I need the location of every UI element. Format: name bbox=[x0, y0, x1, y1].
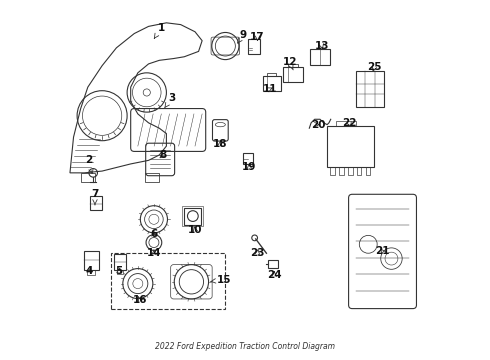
Bar bbox=[327, 126, 373, 167]
Bar bbox=[268, 260, 278, 267]
Bar bbox=[81, 173, 95, 182]
Text: 14: 14 bbox=[147, 248, 161, 258]
Text: 9: 9 bbox=[238, 30, 247, 43]
Text: 4: 4 bbox=[86, 266, 93, 276]
Text: 24: 24 bbox=[267, 270, 282, 280]
Text: 22: 22 bbox=[342, 118, 357, 128]
Text: 16: 16 bbox=[132, 295, 147, 305]
Bar bbox=[330, 167, 335, 175]
Text: 21: 21 bbox=[375, 247, 390, 256]
Text: 6: 6 bbox=[150, 229, 157, 239]
Bar bbox=[356, 71, 384, 107]
Bar bbox=[182, 206, 203, 226]
Bar bbox=[310, 49, 330, 64]
Bar bbox=[184, 207, 201, 225]
Text: 2022 Ford Expedition Traction Control Diagram: 2022 Ford Expedition Traction Control Di… bbox=[155, 342, 335, 351]
Bar bbox=[339, 167, 343, 175]
Bar bbox=[288, 64, 298, 67]
Bar bbox=[263, 76, 281, 91]
Text: 19: 19 bbox=[242, 162, 256, 172]
Text: 8: 8 bbox=[159, 150, 167, 160]
Bar bbox=[145, 173, 159, 182]
Bar bbox=[283, 67, 303, 82]
Text: 2: 2 bbox=[85, 156, 93, 174]
Text: 7: 7 bbox=[91, 189, 98, 205]
Text: 23: 23 bbox=[250, 248, 265, 258]
Text: 17: 17 bbox=[250, 32, 265, 42]
Bar bbox=[268, 73, 276, 76]
Text: 3: 3 bbox=[165, 93, 175, 108]
Text: 5: 5 bbox=[116, 266, 123, 276]
Text: 13: 13 bbox=[315, 41, 329, 51]
Bar bbox=[348, 167, 352, 175]
Text: 20: 20 bbox=[311, 120, 325, 130]
Text: 10: 10 bbox=[188, 225, 202, 235]
Bar bbox=[336, 121, 356, 126]
Text: 1: 1 bbox=[154, 23, 165, 39]
Bar bbox=[83, 251, 99, 270]
Bar bbox=[357, 167, 362, 175]
Bar bbox=[114, 254, 126, 270]
Bar bbox=[88, 270, 96, 275]
Text: 25: 25 bbox=[367, 63, 382, 72]
Bar bbox=[117, 270, 123, 274]
Bar bbox=[111, 253, 225, 309]
Text: 15: 15 bbox=[211, 275, 231, 285]
Bar bbox=[366, 167, 370, 175]
Text: 18: 18 bbox=[213, 139, 227, 149]
Bar bbox=[90, 196, 102, 210]
Text: 11: 11 bbox=[263, 84, 277, 94]
Bar bbox=[243, 153, 253, 164]
Text: 12: 12 bbox=[282, 57, 297, 70]
